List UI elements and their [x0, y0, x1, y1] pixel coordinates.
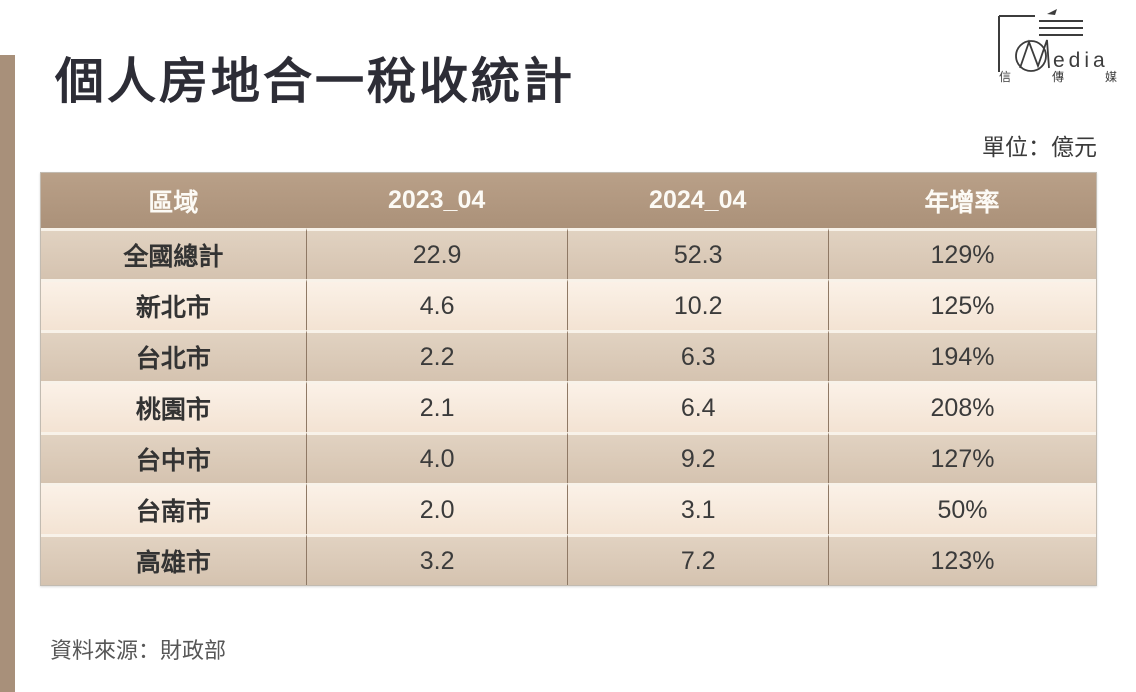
tax-statistics-table: 區域 2023_04 2024_04 年增率 全國總計 22.9 52.3 129% 新北市 4…: [40, 172, 1097, 586]
value-cell: 3.2: [305, 534, 568, 585]
value-cell: 7.2: [567, 534, 828, 585]
value-cell: 129%: [828, 228, 1096, 279]
page-title: 個人房地合一稅收統計: [55, 55, 576, 109]
value-cell: 6.4: [567, 381, 828, 432]
column-header: 2023_04: [305, 173, 568, 228]
value-cell: 194%: [828, 330, 1096, 381]
logo-media-text: edia: [1053, 49, 1109, 72]
column-header: 2024_04: [567, 173, 828, 228]
value-cell: 125%: [828, 279, 1096, 330]
value-cell: 50%: [828, 483, 1096, 534]
region-cell: 台南市: [41, 483, 306, 534]
value-cell: 2.2: [305, 330, 568, 381]
table-row: 新北市 4.6 10.2 125%: [41, 279, 1096, 330]
region-cell: 新北市: [41, 279, 306, 330]
logo-cjk-char: 媒: [1104, 70, 1117, 84]
cmedia-logo-icon: edia: [998, 9, 1109, 72]
value-cell: 208%: [828, 381, 1096, 432]
table-row: 高雄市 3.2 7.2 123%: [41, 534, 1096, 585]
column-header: 區域: [41, 173, 306, 228]
value-cell: 4.6: [305, 279, 568, 330]
value-cell: 52.3: [567, 228, 828, 279]
logo-cjk-char: 信: [999, 70, 1012, 84]
logo-cjk-text: 信 傳 媒: [999, 68, 1117, 85]
value-cell: 9.2: [567, 432, 828, 483]
value-cell: 6.3: [567, 330, 828, 381]
value-cell: 22.9: [305, 228, 568, 279]
logo-cjk-char: 傳: [1051, 70, 1064, 84]
value-cell: 3.1: [567, 483, 828, 534]
value-cell: 127%: [828, 432, 1096, 483]
table-row: 台中市 4.0 9.2 127%: [41, 432, 1096, 483]
accent-bar: [0, 55, 15, 692]
table-header-row: 區域 2023_04 2024_04 年增率: [41, 173, 1096, 228]
table-row: 台南市 2.0 3.1 50%: [41, 483, 1096, 534]
value-cell: 2.1: [305, 381, 568, 432]
table-row: 全國總計 22.9 52.3 129%: [41, 228, 1096, 279]
source-label: 資料來源：財政部: [50, 638, 227, 663]
region-cell: 高雄市: [41, 534, 306, 585]
value-cell: 123%: [828, 534, 1096, 585]
table-row: 台北市 2.2 6.3 194%: [41, 330, 1096, 381]
unit-label: 單位：億元: [982, 134, 1097, 160]
column-header: 年增率: [828, 173, 1096, 228]
value-cell: 10.2: [567, 279, 828, 330]
cmedia-logo: edia 信 傳 媒: [985, 6, 1120, 94]
value-cell: 2.0: [305, 483, 568, 534]
region-cell: 全國總計: [41, 228, 306, 279]
region-cell: 台北市: [41, 330, 306, 381]
table-row: 桃園市 2.1 6.4 208%: [41, 381, 1096, 432]
region-cell: 桃園市: [41, 381, 306, 432]
region-cell: 台中市: [41, 432, 306, 483]
value-cell: 4.0: [305, 432, 568, 483]
